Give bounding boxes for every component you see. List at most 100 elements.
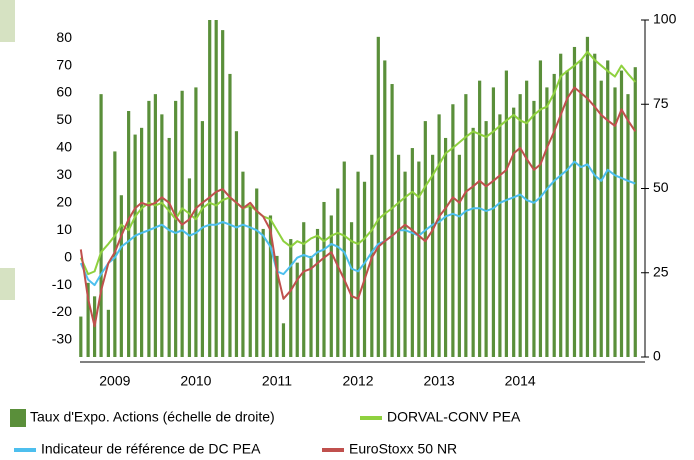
bar bbox=[309, 255, 313, 357]
bar bbox=[437, 114, 441, 357]
bar bbox=[613, 87, 617, 358]
y-tick-label: 70 bbox=[56, 56, 72, 72]
bar bbox=[532, 100, 536, 357]
bar bbox=[484, 121, 488, 357]
y-tick-label: 50 bbox=[56, 111, 72, 127]
bar bbox=[606, 60, 610, 357]
bar bbox=[599, 80, 603, 357]
bar bbox=[349, 222, 354, 357]
bar bbox=[512, 107, 516, 358]
bar bbox=[417, 161, 421, 357]
bar bbox=[565, 70, 569, 358]
legend-label: EuroStoxx 50 NR bbox=[349, 441, 457, 457]
y-tick-label: -30 bbox=[52, 331, 72, 347]
bar bbox=[99, 94, 103, 357]
bar bbox=[585, 36, 590, 357]
bar bbox=[322, 201, 326, 357]
bar bbox=[478, 80, 482, 357]
y-tick-label: 10 bbox=[56, 221, 72, 237]
bar bbox=[457, 154, 461, 357]
y2-tick-label: 50 bbox=[653, 179, 669, 195]
bar bbox=[579, 60, 583, 357]
bar bbox=[174, 100, 178, 357]
bar bbox=[119, 195, 123, 357]
decor-block bbox=[0, 0, 15, 42]
bar bbox=[545, 87, 549, 358]
bar bbox=[443, 137, 448, 357]
bar bbox=[451, 104, 455, 357]
bar bbox=[464, 94, 468, 357]
bar bbox=[498, 114, 502, 357]
bar bbox=[255, 188, 259, 357]
x-tick-label: 2013 bbox=[424, 373, 455, 389]
bar bbox=[194, 87, 198, 358]
bar bbox=[248, 205, 252, 357]
bar bbox=[356, 171, 360, 357]
x-tick-label: 2014 bbox=[505, 373, 536, 389]
bar bbox=[504, 70, 508, 358]
legend: Taux d'Expo. Actions (échelle de droite)… bbox=[10, 409, 521, 457]
line-series bbox=[79, 86, 637, 328]
bar bbox=[147, 100, 151, 357]
bar bbox=[79, 316, 83, 357]
bar bbox=[187, 178, 192, 357]
y-tick-label: 20 bbox=[56, 193, 72, 209]
bar bbox=[214, 20, 218, 357]
bar bbox=[390, 84, 394, 357]
bar bbox=[302, 222, 306, 357]
bar bbox=[633, 67, 637, 358]
legend-label: Indicateur de référence de DC PEA bbox=[41, 441, 261, 457]
bar bbox=[423, 121, 427, 357]
y2-tick-label: 75 bbox=[653, 95, 669, 111]
y2-tick-label: 100 bbox=[653, 11, 677, 27]
y-tick-label: 60 bbox=[56, 84, 72, 100]
bar bbox=[403, 171, 407, 357]
bar bbox=[281, 323, 286, 357]
bar bbox=[268, 215, 273, 357]
bar bbox=[525, 80, 529, 357]
y-tick-label: 40 bbox=[56, 139, 72, 155]
y-tick-label: 80 bbox=[56, 29, 72, 45]
bar bbox=[431, 154, 435, 357]
x-tick-label: 2011 bbox=[262, 373, 292, 389]
x-tick-label: 2012 bbox=[342, 373, 373, 389]
bar bbox=[200, 121, 205, 357]
y2-tick-label: 0 bbox=[653, 348, 661, 364]
bar bbox=[619, 70, 624, 358]
bar bbox=[518, 94, 522, 357]
bar bbox=[167, 137, 171, 357]
legend-label: DORVAL-CONV PEA bbox=[387, 409, 521, 425]
bar bbox=[362, 181, 367, 357]
bar bbox=[410, 148, 414, 357]
bar bbox=[626, 94, 630, 357]
bar bbox=[140, 127, 144, 357]
bar bbox=[336, 188, 340, 357]
bar bbox=[396, 154, 401, 357]
bar bbox=[228, 73, 232, 358]
bar bbox=[153, 94, 157, 357]
bar bbox=[160, 114, 164, 357]
bar bbox=[376, 36, 380, 357]
bar bbox=[342, 161, 346, 357]
bar bbox=[289, 239, 293, 357]
y-tick-label: -20 bbox=[52, 303, 72, 319]
bar bbox=[86, 282, 90, 357]
x-tick-label: 2010 bbox=[180, 373, 211, 389]
bar bbox=[275, 255, 279, 357]
decor-block bbox=[0, 268, 15, 300]
bar bbox=[221, 30, 225, 358]
y2-tick-label: 25 bbox=[653, 263, 669, 279]
line-series bbox=[79, 50, 637, 276]
bar bbox=[315, 228, 320, 357]
bar bbox=[538, 60, 543, 357]
bar bbox=[295, 262, 299, 357]
bar bbox=[471, 127, 475, 357]
bar bbox=[241, 171, 245, 357]
bar bbox=[559, 53, 563, 357]
bar bbox=[552, 73, 556, 358]
y-tick-label: 0 bbox=[64, 248, 72, 264]
legend-swatch bbox=[10, 409, 26, 427]
bar bbox=[113, 151, 117, 357]
legend-label: Taux d'Expo. Actions (échelle de droite) bbox=[30, 409, 275, 425]
